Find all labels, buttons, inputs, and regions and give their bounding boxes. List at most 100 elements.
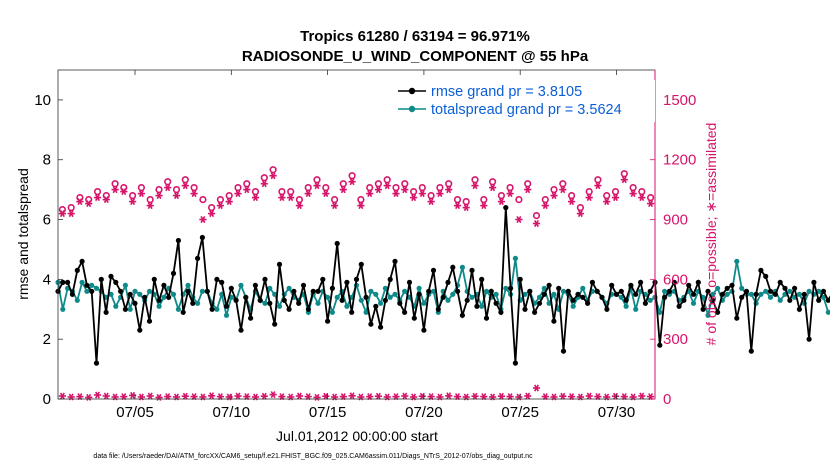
obs-possible-marker <box>401 180 409 188</box>
obs-assimilated-marker <box>120 188 128 196</box>
rmse-point <box>435 306 441 312</box>
obs-bottom-marker <box>313 393 321 401</box>
rmse-point <box>508 285 514 291</box>
spread-point <box>690 300 697 306</box>
obs-possible-marker <box>129 192 137 200</box>
spread-point <box>512 255 519 261</box>
obs-bottom-stroke <box>525 392 531 400</box>
spread-point <box>560 288 567 294</box>
obs-assimilated-marker <box>418 190 426 198</box>
obs-bottom-stroke <box>375 392 381 400</box>
obs-assimilated-stroke <box>542 202 548 210</box>
obs-assimilated-marker <box>295 202 303 210</box>
rmse-point <box>748 348 754 354</box>
obs-possible-marker <box>190 184 198 192</box>
rmse-point <box>291 288 297 294</box>
obs-possible-marker <box>559 180 567 188</box>
obs-assimilated-stroke <box>393 190 399 198</box>
obs-assimilated-marker <box>436 190 444 198</box>
chart-title-line1: Tropics 61280 / 63194 = 96.971% <box>300 28 530 45</box>
y-axis-left-label: rmse and totalspread <box>15 168 31 300</box>
rmse-point <box>267 300 273 306</box>
obs-bottom-stroke <box>156 393 162 401</box>
obs-assimilated-stroke <box>226 198 232 206</box>
obs-possible-marker <box>251 188 260 196</box>
rmse-point <box>93 360 100 366</box>
rmse-point <box>546 282 552 288</box>
spread-point <box>402 288 408 294</box>
spread-point <box>358 297 364 303</box>
spread-point <box>450 291 456 297</box>
rmse-point <box>281 297 287 303</box>
obs-assimilated-stroke <box>323 190 329 198</box>
rmse-point <box>363 294 369 300</box>
obs-assimilated-marker <box>524 186 532 194</box>
obs-possible-marker <box>576 204 585 212</box>
rmse-point <box>382 297 388 303</box>
obs-assimilated-marker <box>58 210 66 218</box>
y-right-tick-label: 900 <box>663 212 688 229</box>
y-left-tick-label: 4 <box>43 271 51 288</box>
obs-bottom-marker <box>585 392 593 400</box>
obs-assimilated-marker <box>576 210 584 218</box>
y-left-tick-label: 6 <box>43 212 51 229</box>
obs-bottom-stroke <box>182 392 188 400</box>
obs-possible-marker <box>480 196 488 204</box>
obs-assimilated-stroke <box>463 204 469 212</box>
obs-assimilated-stroke <box>95 194 100 202</box>
axes: 0 2 4 6 8 10 0 300 600 900 1200 1500 07/05 07/10 07/15… <box>34 70 696 421</box>
spread-point <box>416 285 422 291</box>
rmse-point <box>565 288 571 294</box>
obs-assimilated-marker <box>93 194 102 202</box>
spread-point <box>79 279 85 285</box>
legend-rmse-label: rmse grand pr = 3.8105 <box>431 84 582 100</box>
obs-bottom-stroke <box>95 391 100 399</box>
obs-assimilated-stroke <box>569 198 575 206</box>
spread-point <box>363 309 369 315</box>
rmse-point <box>69 291 75 297</box>
spread-point <box>286 285 292 291</box>
obs-assimilated-stroke <box>314 182 320 190</box>
obs-assimilated-marker <box>620 176 628 184</box>
obs-bottom-marker <box>418 392 426 400</box>
rmse-point <box>166 294 172 300</box>
obs-possible-marker <box>234 184 242 192</box>
spread-point <box>108 291 114 297</box>
obs-bottom-marker <box>497 392 505 400</box>
rmse-point <box>676 303 682 309</box>
obs-assimilated-marker <box>225 198 233 206</box>
obs-bottom-marker <box>471 392 479 400</box>
spread-point <box>806 288 812 294</box>
obs-assimilated-stroke <box>630 190 636 198</box>
obs-possible-marker <box>646 194 655 202</box>
obs-assimilated-marker <box>155 192 163 200</box>
y-left-tick-label: 2 <box>43 331 51 348</box>
obs-assimilated-marker <box>269 172 277 180</box>
chart-title-line2: RADIOSONDE_U_WIND_COMPONENT @ 55 hPa <box>242 48 589 65</box>
spread-point <box>796 291 803 297</box>
obs-assimilated-marker <box>357 202 365 210</box>
spread-point <box>787 288 793 294</box>
rmse-point <box>272 321 278 327</box>
obs-assimilated-marker <box>331 202 339 210</box>
obs-assimilated-stroke <box>253 194 258 202</box>
footnote: data file: /Users/raeder/DAI/ATM_forcXX/… <box>93 453 533 460</box>
obs-possible-marker <box>269 166 277 174</box>
obs-assimilated-marker <box>146 202 154 210</box>
obs-assimilated-marker <box>410 194 418 202</box>
obs-assimilated-stroke <box>648 200 654 208</box>
spread-point <box>763 288 769 294</box>
spread-point <box>382 285 388 291</box>
legend-box <box>396 80 655 122</box>
obs-assimilated-marker <box>208 210 216 218</box>
obs-bottom-marker <box>348 392 356 400</box>
rmse-point <box>820 288 827 294</box>
obs-assimilated-marker <box>366 190 374 198</box>
rmse-point <box>219 279 225 285</box>
spread-point <box>748 291 754 297</box>
obs-bottom-stroke <box>314 393 320 401</box>
rmse-point <box>199 234 205 241</box>
obs-assimilated-marker <box>445 186 453 194</box>
obs-assimilated-stroke <box>419 190 425 198</box>
spread-point <box>276 303 283 309</box>
